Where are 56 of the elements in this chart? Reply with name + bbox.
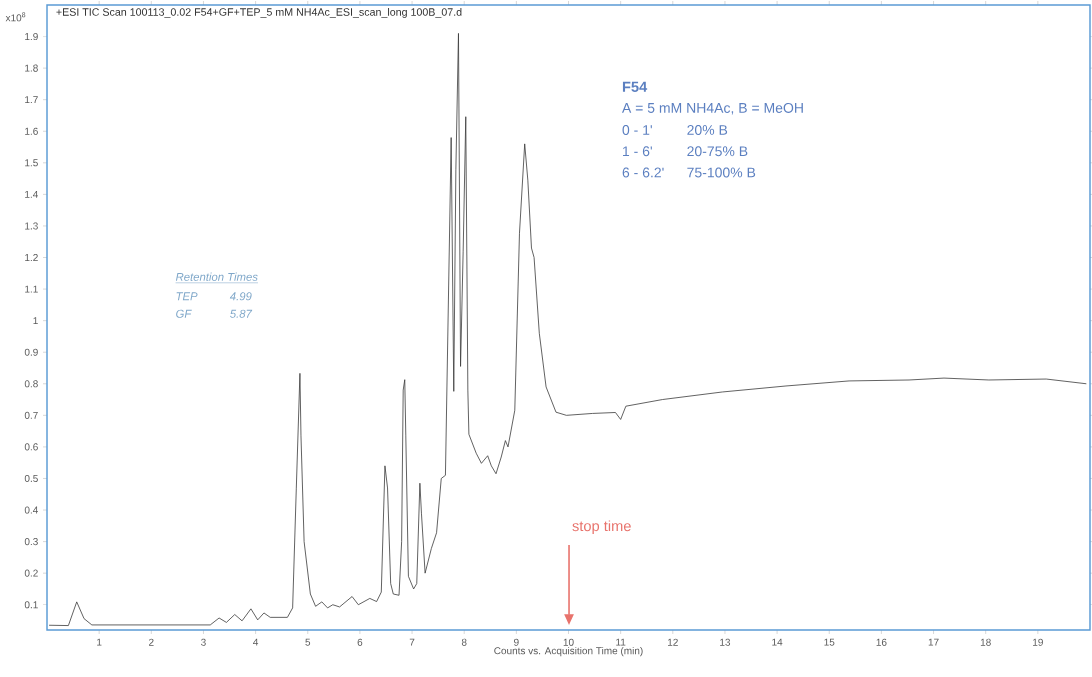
y-tick-label: 1.9 <box>25 33 38 41</box>
y-tick-label: 1 <box>33 317 38 325</box>
x-tick-label: 9 <box>514 638 519 646</box>
annotation: 1 - 6' <box>623 146 652 157</box>
y-tick-label: 0.2 <box>24 569 38 577</box>
y-tick-label: 1.4 <box>25 190 39 198</box>
chart-title: +ESI TIC Scan 100113_0.02 F54+GF+TEP_5 mM NH4Ac_ESI_scan_long 100B_07.d <box>56 7 462 18</box>
x-tick-label: 2 <box>149 638 154 646</box>
x-tick-label: 15 <box>824 638 835 646</box>
annotation: GF <box>176 309 192 318</box>
annotation: 5.87 <box>230 309 253 318</box>
x-tick-label: 4 <box>253 638 259 646</box>
x-tick-label: 18 <box>980 638 991 646</box>
x-tick-label: 19 <box>1033 638 1043 646</box>
x-tick-label: 8 <box>461 638 467 646</box>
annotation: 20-75% B <box>687 146 748 157</box>
y-tick-label: 1.3 <box>25 222 38 230</box>
x-tick-label: 10 <box>563 638 574 646</box>
y-tick-label: 0.9 <box>24 348 38 356</box>
text: x10$^{8}$ <box>5 12 26 22</box>
x-tick-label: 1 <box>97 638 102 646</box>
x-tick-label: 5 <box>305 638 311 646</box>
y-tick-label: 0.6 <box>24 443 38 451</box>
y-tick-label: 1.8 <box>25 64 38 72</box>
y-tick-label: 1.5 <box>25 159 38 167</box>
y-tick-label: 0.5 <box>24 474 38 483</box>
x-tick-label: 16 <box>876 638 887 646</box>
annotation: 75-100% B <box>687 167 756 178</box>
y-tick-label: 0.7 <box>24 411 38 419</box>
x-tick-label: 12 <box>668 638 678 646</box>
annotation: stop time <box>572 520 631 535</box>
y-tick-label: 1.7 <box>25 96 38 104</box>
x-tick-label: 13 <box>720 638 731 646</box>
y-tick-label: 0.8 <box>24 380 38 388</box>
annotation: 4.99 <box>229 292 252 301</box>
y-tick-label: 0.1 <box>24 601 38 609</box>
x-tick-label: 6 <box>357 638 363 646</box>
y-tick-label: 1.6 <box>25 127 38 135</box>
y-tick-label: 0.3 <box>24 538 38 546</box>
x-axis-title: Counts vs. Acquisition Time (min) <box>494 646 643 657</box>
annotation: 20% B <box>687 125 728 135</box>
y-tick-label: 0.4 <box>24 506 39 514</box>
annotation: Retention Times <box>175 272 258 281</box>
x-tick-label: 14 <box>772 638 783 646</box>
line-series <box>48 33 1087 626</box>
annotation: 6 - 6.2' <box>622 167 664 178</box>
x-tick-label: 7 <box>409 638 415 646</box>
annotation: F54 <box>622 81 648 92</box>
x-tick-label: 11 <box>616 638 626 646</box>
annotation: 0 - 1' <box>622 125 652 135</box>
y-tick-label: 1.1 <box>25 285 38 293</box>
y-tick-label: 1.2 <box>25 254 38 261</box>
x-tick-label: 17 <box>928 638 939 646</box>
x-tick-label: 3 <box>201 638 206 646</box>
annotation: TEP <box>176 292 198 301</box>
annotation: A = 5 mM NH4Ac, B = MeOH <box>621 102 803 115</box>
